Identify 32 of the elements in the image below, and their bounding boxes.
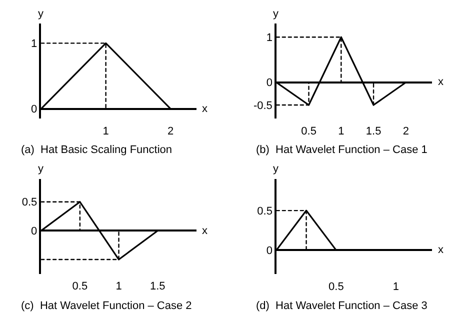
y-tick-label: 1 xyxy=(266,32,272,44)
x-tick-label: 1 xyxy=(338,125,344,138)
x-tick-label: 0.5 xyxy=(328,281,344,294)
x-axis-title: x xyxy=(438,244,444,256)
text: (c) Hat Wavelet Function – Case 2 xyxy=(21,300,192,312)
text: (d) Hat Wavelet Function – Case 3 xyxy=(256,300,428,312)
text: (b) Hat Wavelet Function – Case 1 xyxy=(256,144,428,156)
x-axis-title: x xyxy=(202,103,208,115)
x-tick-label: 1.5 xyxy=(150,280,166,293)
y-tick-label: 0 xyxy=(31,104,38,116)
x-tick-label: 1.5 xyxy=(366,125,382,138)
y-axis-title: y xyxy=(273,8,279,20)
x-tick-label: 2 xyxy=(168,126,174,138)
x-tick-label: 1 xyxy=(392,281,400,294)
y-axis-title: y xyxy=(38,8,44,20)
x-tick-label: 0.5 xyxy=(72,280,88,293)
y-tick-label: 0.5 xyxy=(257,205,272,218)
text: (a) Hat Basic Scaling Function xyxy=(21,144,172,156)
y-tick-label: 0 xyxy=(266,77,272,90)
y-axis-title: y xyxy=(273,163,279,175)
y-tick-label: 0 xyxy=(266,245,272,258)
y-tick-label: 1 xyxy=(31,38,38,50)
x-tick-label: 1 xyxy=(102,126,109,138)
y-tick-label: -0.5 xyxy=(253,100,272,112)
y-axis-title: y xyxy=(38,163,44,175)
y-tick-label: 0 xyxy=(31,226,38,238)
x-axis-title: x xyxy=(202,225,208,237)
y-tick-label: 0.5 xyxy=(22,196,38,209)
x-tick-label: 2 xyxy=(402,125,409,138)
x-tick-label: 1 xyxy=(116,280,122,293)
x-axis-title: x xyxy=(438,76,444,88)
x-tick-label: 0.5 xyxy=(301,125,316,138)
